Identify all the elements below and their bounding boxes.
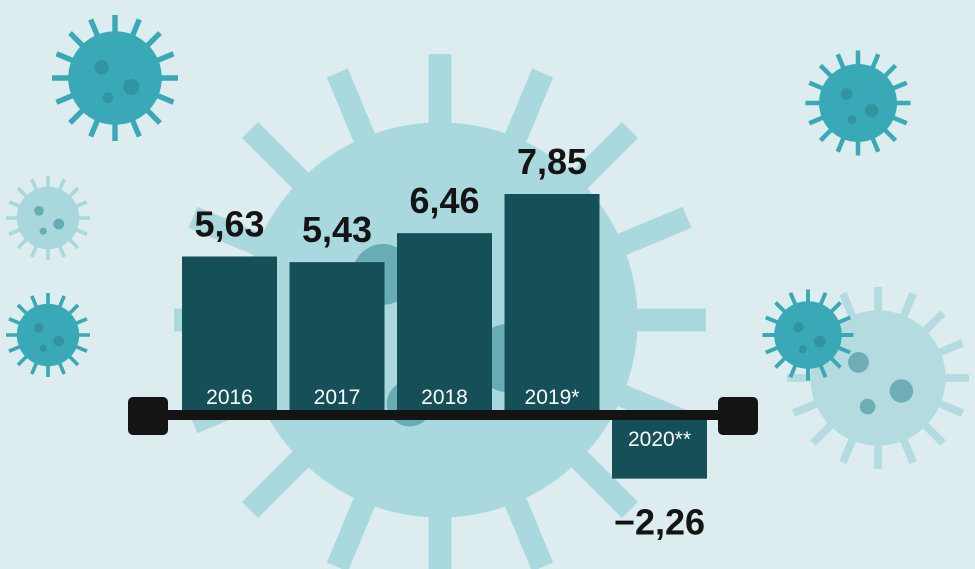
value-label: 5,43	[302, 209, 372, 250]
bar	[397, 233, 492, 415]
value-label: 6,46	[409, 180, 479, 221]
baseline	[128, 397, 758, 435]
category-label: 2016	[206, 386, 253, 409]
category-label: 2020**	[628, 428, 691, 451]
value-label: 5,63	[194, 203, 264, 244]
bar	[182, 256, 277, 415]
category-label: 2019*	[525, 386, 580, 409]
value-label: −2,26	[614, 502, 705, 543]
value-label: 7,85	[517, 141, 587, 182]
category-label: 2017	[314, 386, 361, 409]
bar	[612, 415, 707, 479]
bar	[289, 262, 385, 415]
plot-area: 2016 5,63 2017 5,43 2018 6,46 2019* 7,85 2020** −…	[182, 141, 707, 543]
bar	[504, 194, 600, 415]
category-label: 2018	[421, 386, 468, 409]
